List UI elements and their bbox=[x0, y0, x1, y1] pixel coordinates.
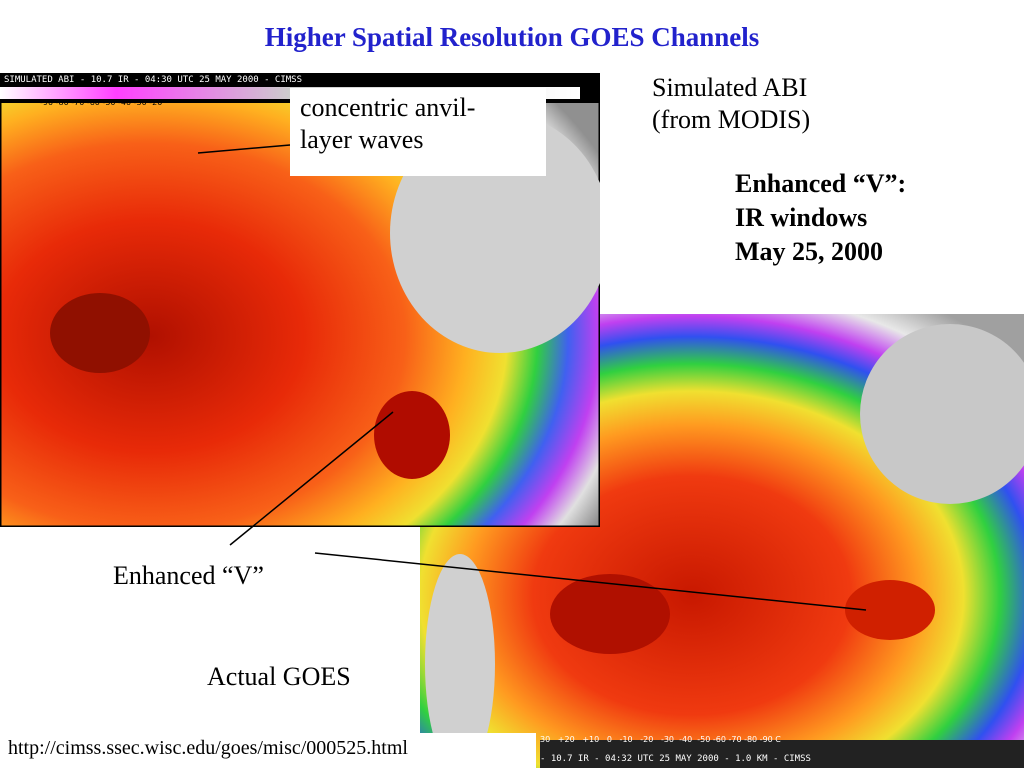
note-line: May 25, 2000 bbox=[735, 237, 884, 266]
label-line: Simulated ABI bbox=[652, 73, 808, 102]
color-scale: -90 -80 -70 -60 -50 -40 -30 -20 bbox=[40, 98, 163, 107]
note-line: Enhanced “V”: bbox=[735, 169, 907, 198]
callout: concentric anvil- layer waves bbox=[290, 88, 546, 176]
slide-title: Higher Spatial Resolution GOES Channels bbox=[264, 22, 760, 52]
callout-line: concentric anvil- bbox=[300, 93, 476, 122]
callout-line: layer waves bbox=[300, 125, 424, 154]
note-line: IR windows bbox=[735, 203, 868, 232]
image-header: SIMULATED ABI - 10.7 IR - 04:30 UTC 25 M… bbox=[4, 75, 303, 85]
url: http://cimss.ssec.wisc.edu/goes/misc/000… bbox=[0, 733, 536, 768]
actual-label: Actual GOES bbox=[207, 662, 351, 691]
image-header: - 10.7 IR - 04:32 UTC 25 MAY 2000 - 1.0 … bbox=[540, 754, 811, 764]
color-scale: 30 +20 +10 0 -10 -20 -30 -40 -50 -60 -70… bbox=[540, 735, 781, 744]
simulated-label: Simulated ABI (from MODIS) bbox=[652, 72, 810, 136]
enhanced-v-label: Enhanced “V” bbox=[113, 561, 264, 590]
enhanced-note: Enhanced “V”: IR windows May 25, 2000 bbox=[735, 167, 906, 269]
label-line: (from MODIS) bbox=[652, 105, 811, 134]
